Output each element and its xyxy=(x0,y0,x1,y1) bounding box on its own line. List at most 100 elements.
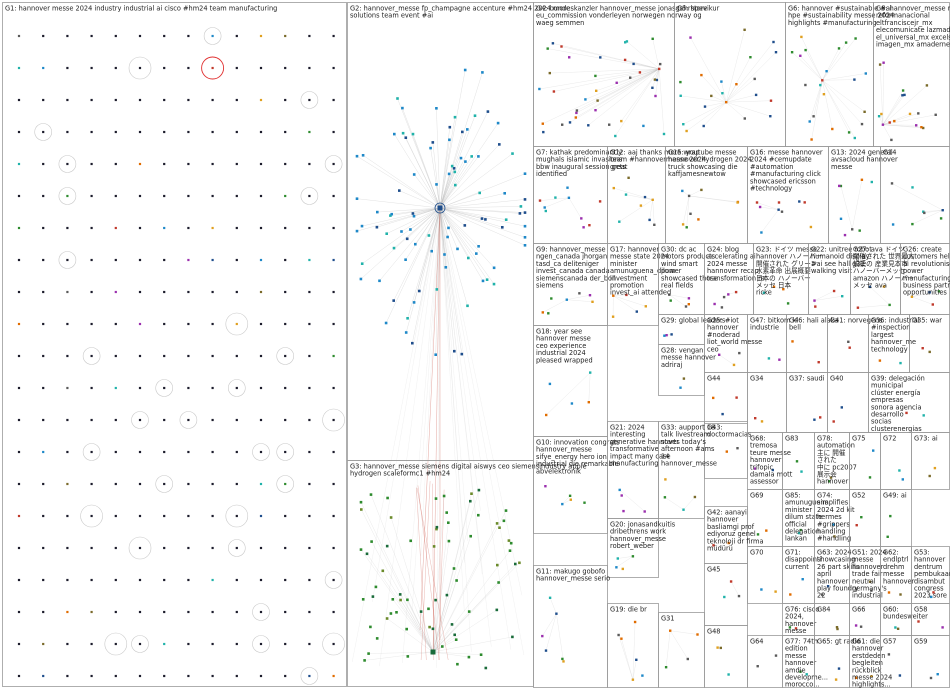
node-square xyxy=(615,566,618,569)
group-label-line: truck showcasing die xyxy=(668,163,738,171)
group-label-g28: G28: vengan messe hannover adriraj xyxy=(661,347,716,369)
node-square xyxy=(308,482,311,486)
edge xyxy=(726,102,771,117)
node-square xyxy=(411,212,415,215)
group-label-g25: G25: #iot hannover #noderad liot_world mess… xyxy=(707,317,762,354)
node-circle xyxy=(58,155,77,173)
node-square xyxy=(66,418,69,422)
node-circle xyxy=(131,635,149,653)
group-label-line: team #hannovermesse 2024 xyxy=(610,156,706,164)
node-square xyxy=(187,642,190,646)
group-label-line: industrial 2024 xyxy=(536,349,586,357)
node-square xyxy=(722,295,726,299)
node-square xyxy=(743,117,746,120)
group-label-line: lankan xyxy=(785,535,807,543)
node-square xyxy=(624,193,628,196)
hub-node-ring xyxy=(434,202,446,214)
edge xyxy=(439,207,484,281)
node-square xyxy=(753,77,756,81)
node-square xyxy=(66,194,69,198)
node-square xyxy=(777,201,781,204)
edge xyxy=(407,207,441,319)
node-square xyxy=(464,160,467,163)
group-label-g29: G29: global leaders xyxy=(661,317,726,325)
group-label-line: G59 xyxy=(914,638,928,646)
node-square xyxy=(187,482,190,486)
node-square xyxy=(187,130,190,134)
edge xyxy=(432,634,455,653)
group-label-line: G14 xyxy=(883,149,897,157)
group-label-line: hannover xyxy=(750,456,782,464)
edge xyxy=(822,80,855,139)
node-square xyxy=(878,63,882,66)
group-label-line: liot_world messe xyxy=(707,338,762,346)
node-square xyxy=(583,501,586,504)
group-label-line: sifye_energy hero ion xyxy=(536,453,607,461)
node-square xyxy=(332,546,335,550)
node-square xyxy=(454,183,457,187)
edge xyxy=(439,139,450,209)
edge xyxy=(432,541,450,653)
node-square xyxy=(163,98,166,102)
group-label-line: G26: create xyxy=(903,246,942,254)
group-label-line: G66 xyxy=(852,606,866,614)
node-square xyxy=(163,418,166,422)
node-square xyxy=(211,226,214,230)
node-square xyxy=(17,418,21,422)
node-square xyxy=(90,98,93,102)
node-square xyxy=(187,194,190,198)
group-label-line: G73: ai xyxy=(914,435,938,443)
edge xyxy=(545,613,557,651)
node-square xyxy=(460,352,464,356)
node-square xyxy=(42,578,45,582)
group-label-g85: G85: amunuguena minister dilum state officia… xyxy=(785,492,829,543)
node-square xyxy=(114,98,117,102)
edge xyxy=(539,68,660,90)
node-square xyxy=(911,186,914,189)
node-square xyxy=(435,527,438,531)
node-square xyxy=(928,291,931,294)
node-square xyxy=(284,578,287,582)
node-square xyxy=(631,678,635,681)
node-square xyxy=(384,321,388,325)
node-square xyxy=(418,289,421,293)
node-square xyxy=(187,290,190,294)
edge xyxy=(360,502,434,653)
node-square xyxy=(774,51,778,54)
node-square xyxy=(163,290,166,294)
node-square xyxy=(163,354,166,358)
node-square xyxy=(552,90,556,93)
group-G34-nodes xyxy=(754,417,764,423)
edge xyxy=(822,80,863,125)
group-label-g14: G14 xyxy=(883,149,897,157)
edge xyxy=(371,541,434,653)
node-square xyxy=(374,585,378,589)
node-square xyxy=(655,78,659,82)
node-square xyxy=(42,386,45,390)
node-square xyxy=(903,93,906,97)
node-square xyxy=(901,478,904,481)
node-square xyxy=(664,666,668,669)
node-square xyxy=(881,123,885,126)
edge xyxy=(363,155,441,209)
edge xyxy=(644,196,653,200)
node-square xyxy=(259,450,263,454)
node-square xyxy=(737,594,741,598)
node-square xyxy=(485,278,489,281)
edge xyxy=(561,46,660,70)
group-label-line: G62: xyxy=(883,549,899,557)
group-G83-nodes xyxy=(795,460,803,473)
edge xyxy=(436,108,441,209)
node-square xyxy=(308,322,311,326)
node-square xyxy=(284,162,287,166)
edge xyxy=(439,111,489,209)
node-square xyxy=(888,303,891,307)
node-square xyxy=(492,266,496,270)
node-square xyxy=(355,229,359,233)
node-square xyxy=(829,476,833,479)
group-label-line: damala mott xyxy=(750,471,793,479)
node-square xyxy=(523,172,527,175)
node-square xyxy=(360,508,363,511)
node-square xyxy=(832,420,835,423)
node-square xyxy=(889,514,892,518)
